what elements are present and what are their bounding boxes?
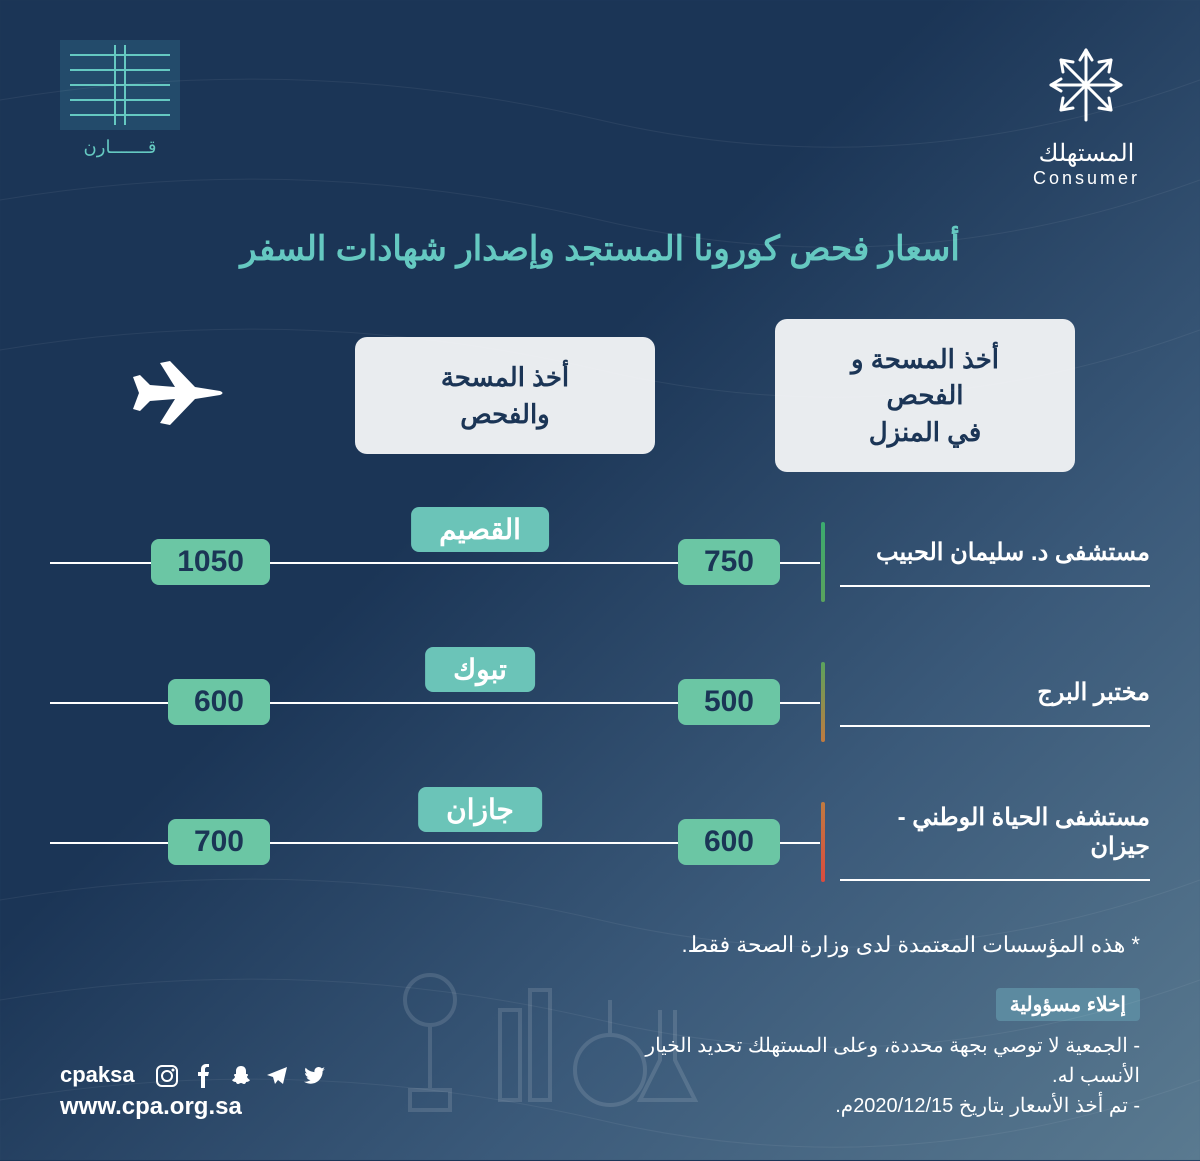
price-home: 700 bbox=[168, 819, 270, 865]
price-home: 1050 bbox=[151, 539, 270, 585]
price-row: القصيم مستشفى د. سليمان الحبيب 750 1050 bbox=[50, 532, 1150, 592]
row-divider bbox=[821, 802, 825, 882]
disclaimer-title: إخلاء مسؤولية bbox=[996, 988, 1140, 1021]
price-home: 600 bbox=[168, 679, 270, 725]
row-divider bbox=[821, 522, 825, 602]
consumer-logo-ar: المستهلك bbox=[1033, 139, 1140, 168]
price-lab: 500 bbox=[678, 679, 780, 725]
twitter-icon bbox=[302, 1064, 326, 1088]
footer: إخلاء مسؤولية - الجمعية لا توصي بجهة محد… bbox=[0, 958, 1200, 1161]
social-block: cpaksa www.cpa.org.sa bbox=[60, 1061, 326, 1121]
social-url: www.cpa.org.sa bbox=[60, 1093, 326, 1121]
snapchat-icon bbox=[229, 1064, 253, 1088]
social-icons bbox=[143, 1061, 326, 1088]
airplane-icon bbox=[125, 351, 235, 441]
price-rows: القصيم مستشفى د. سليمان الحبيب 750 1050 … bbox=[0, 532, 1200, 872]
consumer-star-icon bbox=[1036, 40, 1136, 130]
provider-name: مستشفى الحياة الوطني - جيزان bbox=[840, 803, 1150, 881]
header: المستهلك Consumer قـــــــارن bbox=[0, 0, 1200, 199]
region-tag: القصيم bbox=[411, 507, 549, 552]
footnote: * هذه المؤسسات المعتمدة لدى وزارة الصحة … bbox=[0, 932, 1200, 958]
region-tag: جازان bbox=[418, 787, 542, 832]
facebook-icon bbox=[192, 1064, 216, 1088]
provider-name: مختبر البرج bbox=[840, 678, 1150, 727]
column-header-home: أخذ المسحة و الفحص في المنزل bbox=[775, 319, 1075, 472]
row-line: مختبر البرج 500 600 bbox=[50, 672, 1150, 732]
disclaimer-line1: - الجمعية لا توصي بجهة محددة، وعلى المست… bbox=[620, 1031, 1140, 1091]
price-row: تبوك مختبر البرج 500 600 bbox=[50, 672, 1150, 732]
price-lab: 600 bbox=[678, 819, 780, 865]
social-handle: cpaksa bbox=[60, 1062, 135, 1087]
row-divider bbox=[821, 662, 825, 742]
page-title: أسعار فحص كورونا المستجد وإصدار شهادات ا… bbox=[0, 229, 1200, 269]
price-row: جازان مستشفى الحياة الوطني - جيزان 600 7… bbox=[50, 812, 1150, 872]
column-headers: أخذ المسحة و الفحص في المنزل أخذ المسحة … bbox=[0, 319, 1200, 472]
instagram-icon bbox=[155, 1064, 179, 1088]
qarn-logo: قـــــــارن bbox=[60, 40, 180, 158]
row-line: مستشفى د. سليمان الحبيب 750 1050 bbox=[50, 532, 1150, 592]
column-header-lab: أخذ المسحة والفحص bbox=[355, 337, 655, 454]
row-line: مستشفى الحياة الوطني - جيزان 600 700 bbox=[50, 812, 1150, 872]
region-tag: تبوك bbox=[425, 647, 535, 692]
consumer-logo: المستهلك Consumer bbox=[1033, 40, 1140, 189]
provider-name: مستشفى د. سليمان الحبيب bbox=[840, 538, 1150, 587]
disclaimer: إخلاء مسؤولية - الجمعية لا توصي بجهة محد… bbox=[620, 988, 1140, 1121]
disclaimer-line2: - تم أخذ الأسعار بتاريخ 2020/12/15م. bbox=[620, 1091, 1140, 1121]
telegram-icon bbox=[265, 1064, 289, 1088]
consumer-logo-en: Consumer bbox=[1033, 168, 1140, 189]
price-lab: 750 bbox=[678, 539, 780, 585]
